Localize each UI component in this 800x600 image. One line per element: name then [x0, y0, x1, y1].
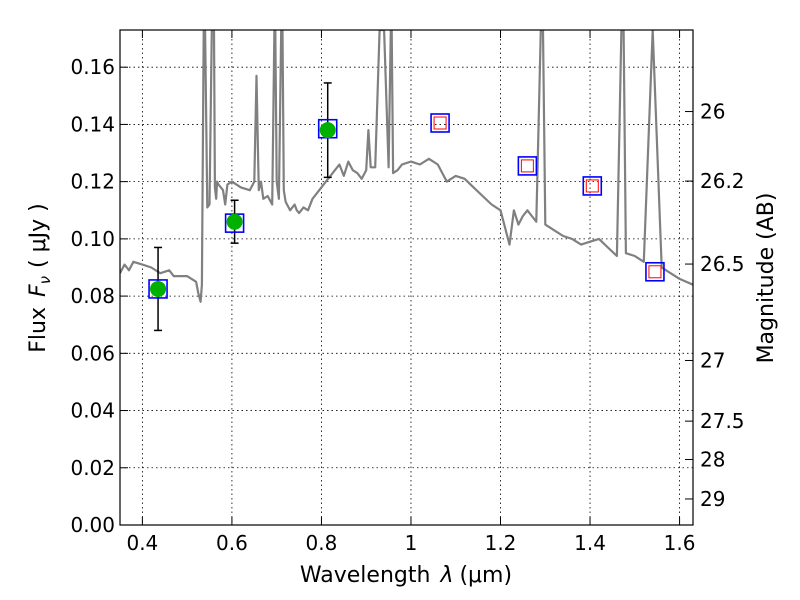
mag-tick-label: 29	[700, 487, 725, 511]
x-tick-label: 1.2	[485, 531, 517, 555]
mag-tick-label: 26.5	[700, 252, 745, 276]
model-square	[645, 261, 665, 282]
y-axis-label: Flux Fν ( μJy )	[26, 203, 54, 352]
y-tick-label: 0.10	[70, 227, 115, 251]
upper-limit-square	[520, 159, 534, 173]
spectrum-layer	[120, 30, 693, 303]
x-axis-label-unit: (μm)	[459, 563, 512, 588]
y-tick-label: 0.04	[70, 399, 115, 423]
plot-frame	[119, 29, 694, 526]
x-axis-label-prefix: Wavelength	[300, 563, 431, 588]
mag-tick-label: 26	[700, 100, 725, 124]
x-tick-label: 1.4	[574, 531, 606, 555]
y-axis-label-symbol: F	[26, 284, 51, 297]
y-tick-label: 0.14	[70, 112, 115, 136]
y-axis-label-subscript: ν	[36, 276, 54, 284]
y-tick-label: 0.06	[70, 341, 115, 365]
upper-limit-square	[585, 179, 599, 193]
model-square	[517, 156, 538, 176]
y-tick-label: 0.12	[70, 170, 115, 194]
y-axis-label-unit: ( μJy )	[26, 203, 51, 268]
upper-limit-square	[648, 265, 662, 279]
model-square	[430, 113, 450, 133]
mag-tick-label: 27	[700, 348, 725, 372]
x-tick-label: 1.6	[664, 531, 696, 555]
x-tick-label: 0.8	[306, 531, 338, 555]
y-tick-label: 0.16	[70, 55, 115, 79]
y-axis-label-prefix: Flux	[26, 307, 51, 353]
model-square	[582, 176, 603, 196]
axis-ticks: 0.4 0.6 0.8 1 1.2 1.4 1.6 0.00 0.02 0.04 0.06 0.08 0…	[70, 30, 745, 555]
y-tick-label: 0.08	[70, 284, 115, 308]
right-y-axis-label: Magnitude (AB)	[754, 193, 779, 364]
y-tick-label: 0.00	[70, 513, 115, 537]
upper-limit-square	[433, 116, 447, 130]
x-tick-label: 0.4	[126, 531, 158, 555]
observed-point	[226, 213, 243, 230]
mag-tick-label: 26.2	[700, 169, 745, 193]
observed-point	[319, 122, 336, 139]
mag-tick-label: 28	[700, 447, 725, 471]
spectrum-line	[120, 30, 693, 303]
mag-tick-label: 27.5	[700, 409, 745, 433]
y-tick-label: 0.02	[70, 456, 115, 480]
x-axis-label-symbol: λ	[439, 563, 453, 588]
x-axis-label: Wavelength λ (μm)	[300, 563, 512, 588]
x-tick-label: 1	[405, 531, 418, 555]
markers-layer	[148, 82, 665, 332]
x-tick-label: 0.6	[216, 531, 248, 555]
observed-point	[150, 280, 167, 297]
model-square	[148, 279, 168, 299]
